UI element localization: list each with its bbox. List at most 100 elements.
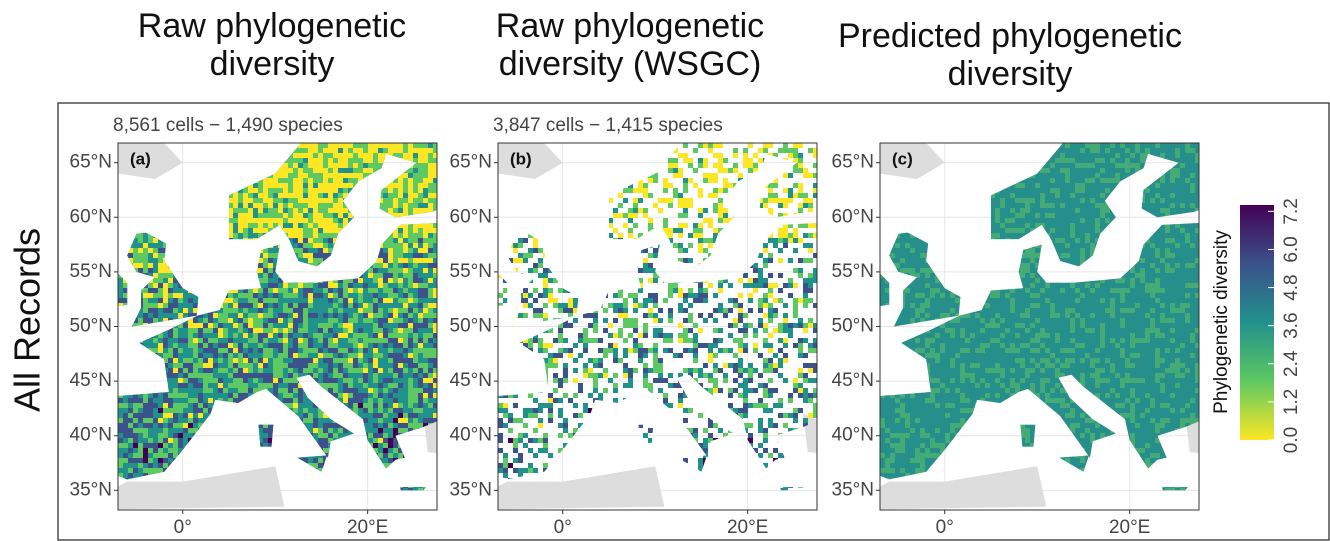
cell: [233, 218, 238, 223]
cell: [268, 258, 273, 263]
cell: [368, 308, 373, 313]
cell: [408, 418, 413, 423]
cell: [278, 388, 283, 393]
cell: [183, 423, 188, 428]
cell: [783, 143, 788, 148]
cell: [213, 358, 218, 363]
cell: [423, 418, 428, 423]
cell: [183, 393, 188, 398]
cell: [353, 153, 358, 158]
cell: [393, 268, 398, 273]
cell: [378, 338, 383, 343]
cell: [258, 183, 263, 188]
cell: [413, 303, 418, 308]
cell: [128, 403, 133, 408]
cell: [168, 293, 173, 298]
cell: [333, 213, 338, 218]
cell: [433, 193, 437, 198]
cell: [178, 413, 183, 418]
cell: [383, 398, 388, 403]
cell: [323, 373, 328, 378]
cell: [263, 313, 268, 318]
cell: [413, 333, 418, 338]
cell: [303, 363, 308, 368]
cell: [153, 248, 158, 253]
cell: [753, 163, 758, 168]
cell: [298, 258, 303, 263]
cell: [173, 393, 178, 398]
cell: [408, 428, 413, 433]
cell: [308, 158, 313, 163]
cell: [133, 433, 138, 438]
cell: [183, 328, 188, 333]
cell: [283, 398, 288, 403]
cell: [388, 318, 393, 323]
cell: [353, 358, 358, 363]
cell: [378, 433, 383, 438]
cell: [333, 223, 338, 228]
cell: [248, 348, 253, 353]
cell: [258, 278, 263, 283]
cell: [403, 358, 408, 363]
cell: [178, 418, 183, 423]
cell: [303, 413, 308, 418]
cell: [258, 273, 263, 278]
cell: [223, 383, 228, 388]
cell: [403, 303, 408, 308]
cell: [228, 318, 233, 323]
cell: [338, 318, 343, 323]
cell: [203, 348, 208, 353]
cell: [423, 298, 428, 303]
cell: [203, 393, 208, 398]
cell: [258, 193, 263, 198]
cell: [343, 288, 348, 293]
cell: [233, 373, 238, 378]
cell: [403, 308, 408, 313]
cell: [223, 363, 228, 368]
cell: [353, 393, 358, 398]
cell: [238, 193, 243, 198]
cell: [408, 223, 413, 228]
cell: [158, 278, 163, 283]
cell: [153, 428, 158, 433]
cell: [183, 333, 188, 338]
cell: [198, 373, 203, 378]
cell: [253, 298, 258, 303]
cell: [383, 368, 388, 373]
cell: [408, 193, 413, 198]
cell: [378, 273, 383, 278]
cell: [223, 348, 228, 353]
cell: [328, 203, 333, 208]
cell: [408, 183, 413, 188]
cell: [393, 308, 398, 313]
cell: [163, 338, 168, 343]
cell: [418, 178, 423, 183]
cell: [288, 303, 293, 308]
cell: [173, 298, 178, 303]
cell: [433, 273, 437, 278]
cell: [128, 448, 133, 453]
cell: [158, 423, 163, 428]
cell: [373, 143, 378, 148]
cell: [208, 328, 213, 333]
cell: [138, 393, 143, 398]
cell: [408, 333, 413, 338]
cell: [323, 243, 328, 248]
cell: [388, 143, 393, 148]
cell: [388, 333, 393, 338]
cell: [303, 143, 308, 148]
cell: [198, 403, 203, 408]
cell: [393, 323, 398, 328]
cell: [183, 303, 188, 308]
cell: [308, 178, 313, 183]
cell: [233, 308, 238, 313]
cell: [418, 398, 423, 403]
cell: [283, 353, 288, 358]
cell: [368, 338, 373, 343]
cell: [383, 363, 388, 368]
cell: [148, 243, 153, 248]
cell: [388, 438, 393, 443]
cell: [343, 313, 348, 318]
cell: [153, 238, 158, 243]
cell: [198, 388, 203, 393]
